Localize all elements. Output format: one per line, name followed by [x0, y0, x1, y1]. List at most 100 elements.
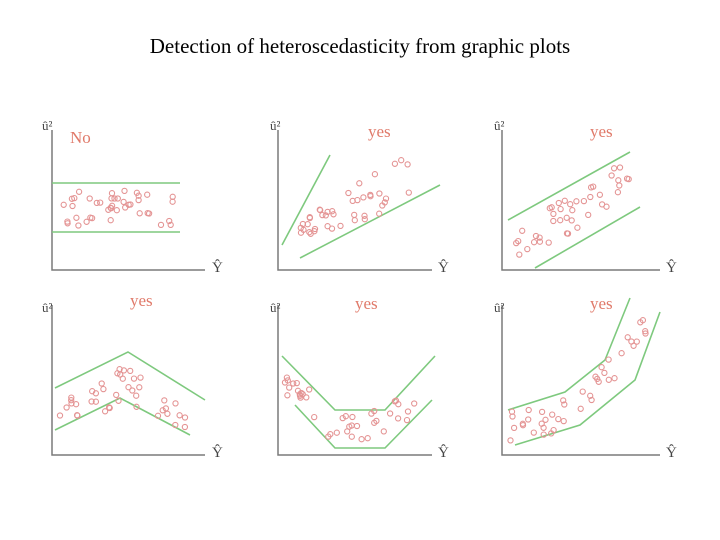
residual-point: [300, 226, 307, 233]
residual-point: [296, 392, 304, 399]
residual-point: [601, 369, 608, 377]
panel-3-upper-bound: [507, 151, 631, 221]
panel-2-upper-bound: [281, 154, 331, 246]
residual-point: [349, 413, 356, 421]
residual-point: [107, 217, 114, 224]
residual-point: [353, 422, 361, 430]
residual-point: [358, 436, 365, 443]
residual-point: [380, 428, 387, 435]
residual-point: [598, 364, 605, 371]
residual-point: [172, 421, 179, 429]
residual-point: [585, 211, 592, 219]
residual-point: [555, 199, 562, 207]
panel-5-y-label: û²: [270, 300, 281, 315]
residual-point: [550, 210, 557, 218]
residual-point: [113, 391, 120, 399]
residual-point: [68, 400, 75, 407]
residual-point: [164, 410, 171, 417]
residual-point: [568, 217, 575, 224]
residual-point: [577, 405, 584, 412]
residual-point: [108, 190, 116, 197]
residual-point: [579, 388, 586, 395]
residual-point: [113, 207, 120, 214]
residual-point: [510, 424, 518, 432]
residual-point: [161, 397, 168, 404]
residual-point: [587, 193, 594, 201]
residual-point: [567, 201, 574, 208]
residual-point: [71, 194, 78, 202]
residual-point: [88, 398, 95, 405]
panel-2-verdict: yes: [368, 122, 391, 141]
residual-point: [69, 202, 76, 210]
residual-point: [133, 403, 140, 410]
residual-point: [382, 195, 390, 202]
residual-point: [284, 392, 291, 399]
residual-point: [630, 342, 637, 349]
residual-point: [286, 384, 293, 391]
residual-point: [405, 189, 412, 196]
residual-point: [63, 404, 70, 411]
panel-5-upper-bound: [281, 355, 436, 411]
residual-point: [92, 398, 100, 405]
panel-1-y-label: û²: [42, 118, 53, 133]
residual-point: [56, 412, 64, 419]
residual-point: [371, 419, 378, 426]
residual-point: [371, 171, 379, 178]
residual-point: [642, 330, 649, 337]
residual-point: [542, 416, 549, 423]
panel-5-points: [281, 374, 418, 443]
residual-point: [89, 388, 96, 395]
residual-point: [162, 405, 170, 412]
panel-6-x-label: Ŷ: [666, 444, 677, 461]
residual-point: [381, 199, 388, 206]
residual-point: [538, 408, 546, 416]
residual-point: [87, 214, 94, 221]
residual-point: [376, 190, 383, 197]
residual-point: [588, 396, 595, 404]
panel-6-y-label: û²: [494, 300, 505, 315]
residual-point: [580, 197, 588, 205]
residual-point: [404, 161, 411, 168]
panel-inverted-v: û² Ŷ yes: [42, 291, 223, 461]
residual-point: [75, 222, 82, 229]
panel-6-axes: [501, 305, 660, 456]
residual-point: [306, 386, 313, 393]
residual-point: [105, 404, 113, 411]
residual-point: [532, 232, 540, 240]
residual-point: [610, 165, 618, 172]
residual-point: [181, 423, 189, 431]
residual-point: [590, 183, 597, 190]
residual-point: [595, 378, 602, 385]
panel-3-lower-bound: [534, 206, 641, 269]
residual-point: [311, 228, 318, 235]
residual-point: [392, 397, 400, 404]
panel-linear-increase: û² Ŷ yes: [494, 118, 677, 276]
panel-4-y-label: û²: [42, 300, 53, 315]
residual-point: [561, 401, 568, 408]
residual-point: [120, 198, 127, 206]
residual-point: [623, 175, 631, 182]
residual-point: [86, 195, 93, 202]
residual-point: [167, 221, 174, 229]
panel-3-x-label: Ŷ: [666, 259, 677, 276]
residual-point: [624, 334, 631, 341]
residual-point: [561, 197, 568, 204]
residual-point: [127, 201, 134, 208]
residual-point: [508, 408, 516, 415]
residual-point: [97, 199, 104, 206]
residual-point: [135, 196, 142, 204]
panel-6-points: [507, 317, 649, 444]
residual-point: [368, 410, 375, 417]
residual-point: [530, 429, 537, 436]
panel-2-x-label: Ŷ: [438, 259, 449, 276]
residual-point: [98, 380, 105, 387]
residual-point: [614, 189, 622, 196]
residual-point: [337, 222, 344, 230]
panel-1-points: [60, 187, 176, 229]
residual-point: [391, 160, 399, 167]
residual-point: [642, 328, 649, 335]
residual-point: [73, 214, 80, 221]
residual-point: [615, 177, 622, 184]
residual-point: [344, 428, 351, 435]
residual-point: [166, 217, 173, 225]
